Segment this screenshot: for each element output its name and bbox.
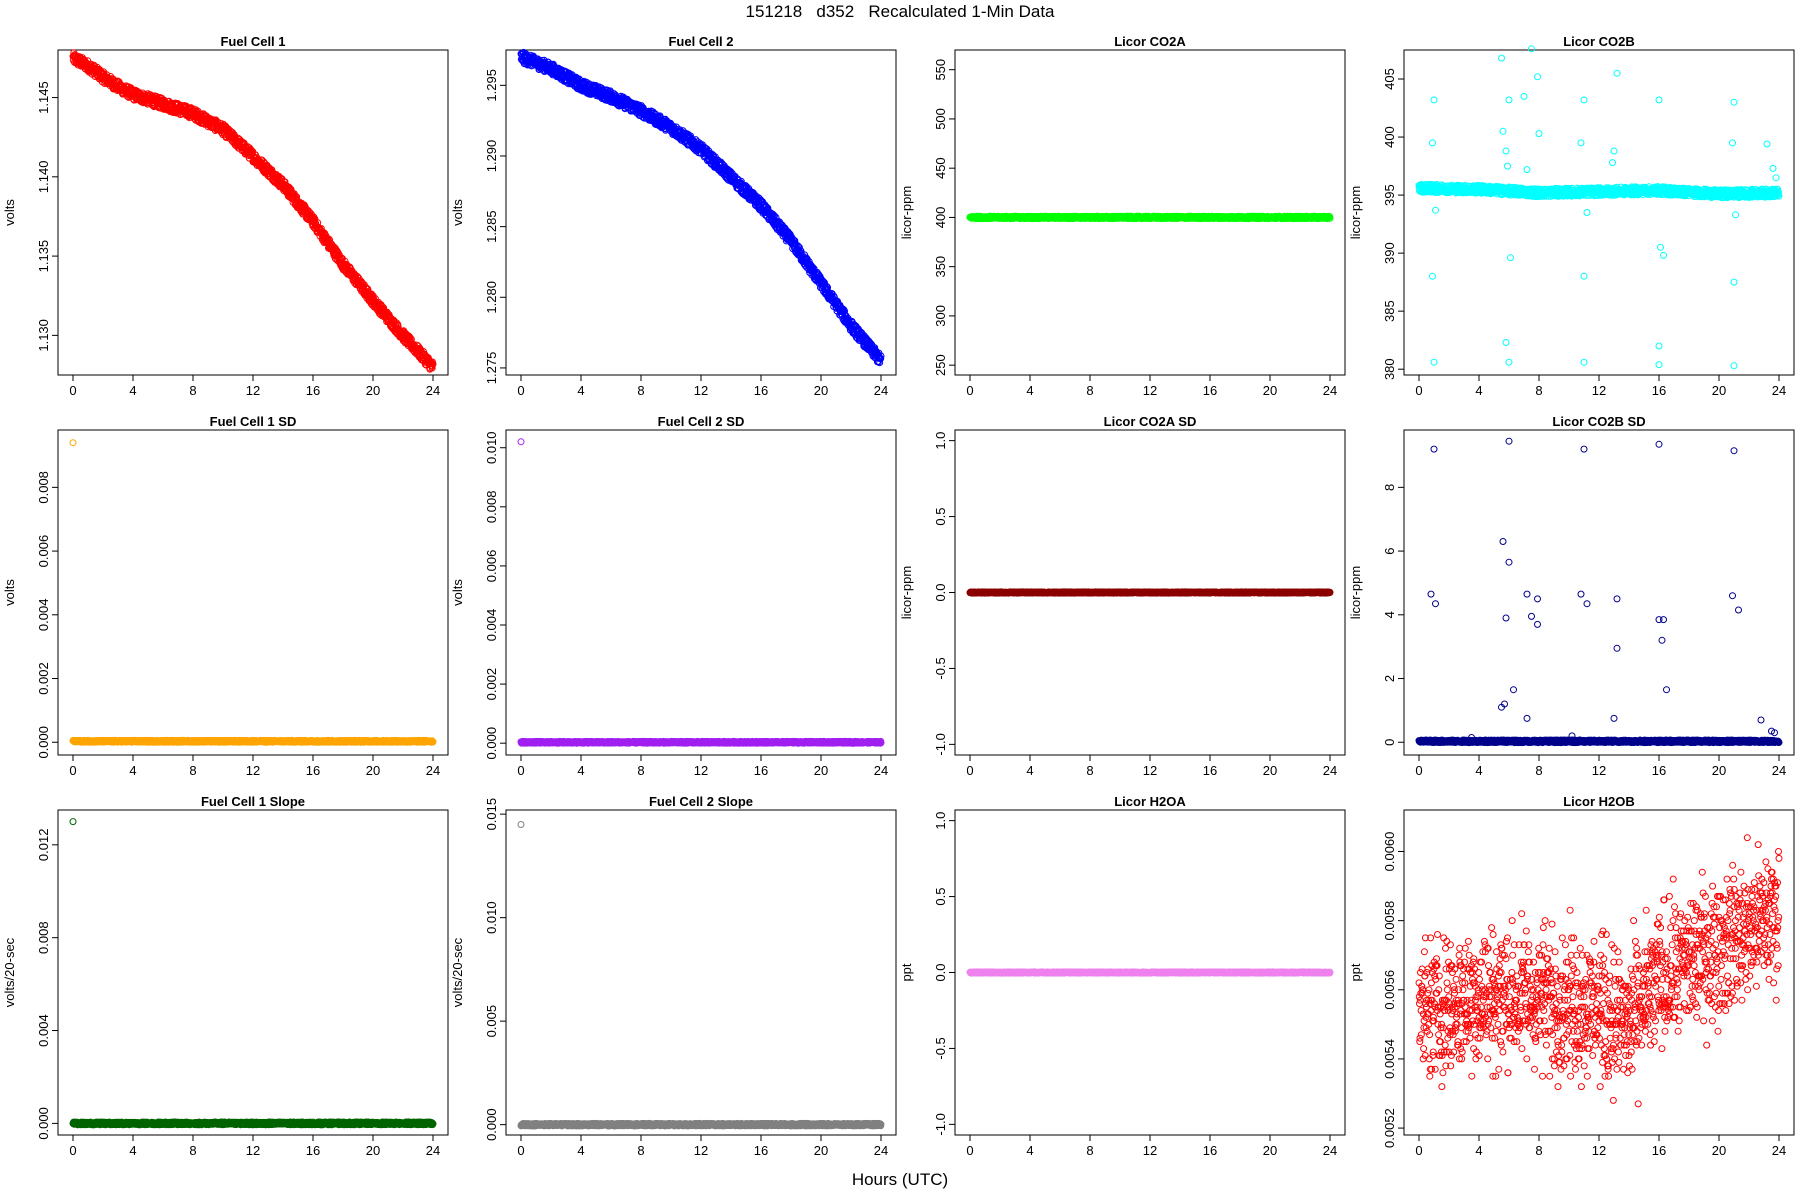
y-axis-label: licor-ppm — [1348, 186, 1363, 239]
y-tick-label: 405 — [1382, 68, 1397, 90]
x-tick-label: 16 — [1652, 383, 1666, 398]
x-tick-label: 20 — [814, 383, 828, 398]
data-point — [268, 166, 276, 174]
chart-title: Fuel Cell 1 — [220, 34, 285, 49]
y-axis-label: licor-ppm — [899, 186, 914, 239]
x-tick-label: 24 — [426, 383, 440, 398]
x-tick-label: 8 — [189, 383, 196, 398]
x-tick-label: 4 — [1475, 383, 1482, 398]
data-point — [354, 273, 362, 281]
y-tick-label: 400 — [933, 207, 948, 229]
x-tick-label: 0 — [1415, 383, 1422, 398]
y-tick-label: 450 — [933, 157, 948, 179]
x-tick-label: 16 — [754, 383, 768, 398]
y-tick-label: 395 — [1382, 184, 1397, 206]
y-tick-label: 350 — [933, 256, 948, 278]
y-axis-label: volts — [2, 199, 17, 226]
x-tick-label: 8 — [1086, 383, 1093, 398]
data-points — [517, 48, 885, 367]
y-tick-label: 1.280 — [484, 281, 499, 314]
y-tick-label: 400 — [1382, 126, 1397, 148]
x-tick-label: 24 — [874, 383, 888, 398]
x-tick-label: 4 — [129, 383, 136, 398]
plot-frame — [1403, 49, 1795, 376]
data-points — [69, 49, 437, 373]
page-title: 151218 d352 Recalculated 1-Min Data — [745, 2, 1055, 21]
y-tick-label: 500 — [933, 108, 948, 130]
plot-frame — [505, 49, 897, 376]
data-point — [226, 127, 234, 135]
x-tick-label: 0 — [966, 383, 973, 398]
chart-title: Licor CO2A — [1114, 34, 1186, 49]
chart-panel: Fuel Cell 2 0 4 8 12 16 20 24 1.275 1.280 1.285 1.2… — [450, 34, 897, 398]
y-tick-label: 385 — [1382, 300, 1397, 322]
x-tick-label: 24 — [1323, 383, 1337, 398]
data-points — [966, 212, 1334, 223]
chart-panel: Licor CO2A 0 4 8 12 16 20 24 250 300 350 400 450 500 5… — [899, 34, 1346, 398]
y-tick-label: 390 — [1382, 242, 1397, 264]
x-tick-label: 16 — [1203, 383, 1217, 398]
y-tick-label: 380 — [1382, 358, 1397, 380]
x-tick-label: 16 — [306, 383, 320, 398]
chart-title: Licor CO2B — [1563, 34, 1635, 49]
y-tick-label: 300 — [933, 305, 948, 327]
x-tick-label: 4 — [577, 383, 584, 398]
x-tick-label: 20 — [1712, 383, 1726, 398]
y-tick-label: 1.130 — [36, 319, 51, 352]
x-tick-label: 12 — [1143, 383, 1157, 398]
x-tick-label: 0 — [69, 383, 76, 398]
plot-frame — [954, 49, 1346, 376]
chart-panel: Licor CO2B 0 4 8 12 16 20 24 380 385 390 395 400 405 l… — [1348, 34, 1795, 398]
x-tick-label: 12 — [246, 383, 260, 398]
y-tick-label: 1.285 — [484, 210, 499, 243]
y-tick-label: 250 — [933, 354, 948, 376]
x-tick-label: 4 — [1026, 383, 1033, 398]
data-points — [1415, 45, 1783, 370]
x-tick-label: 24 — [1772, 383, 1786, 398]
x-tick-label: 8 — [1535, 383, 1542, 398]
y-tick-label: 1.290 — [484, 140, 499, 173]
y-tick-label: 1.275 — [484, 352, 499, 385]
x-tick-label: 12 — [1592, 383, 1606, 398]
x-tick-label: 0 — [517, 383, 524, 398]
data-point — [103, 71, 111, 79]
y-tick-label: 1.140 — [36, 161, 51, 194]
x-tick-label: 12 — [694, 383, 708, 398]
y-tick-label: 550 — [933, 59, 948, 81]
y-tick-label: 1.295 — [484, 69, 499, 102]
x-tick-label: 20 — [366, 383, 380, 398]
y-tick-label: 1.145 — [36, 81, 51, 114]
x-tick-label: 20 — [1263, 383, 1277, 398]
chart-panel: Fuel Cell 1 0 4 8 12 16 20 24 1.130 1.135 1.140 1.1… — [2, 34, 449, 398]
y-tick-label: 1.135 — [36, 240, 51, 273]
chart-title: Fuel Cell 2 — [668, 34, 733, 49]
x-tick-label: 8 — [637, 383, 644, 398]
y-axis-label: volts — [450, 199, 465, 226]
